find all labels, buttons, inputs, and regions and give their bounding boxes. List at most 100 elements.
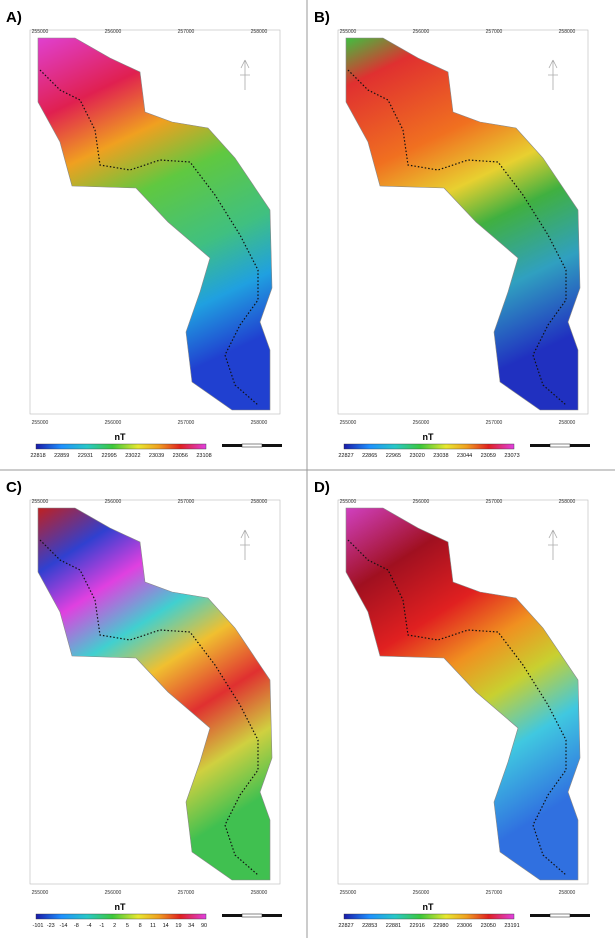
colorbar-unit: nT — [115, 432, 126, 442]
colorbar-label: 22853 — [362, 923, 377, 929]
x-coordinate-label: 257000 — [178, 499, 195, 505]
x-coordinate-label: 255000 — [340, 890, 357, 896]
colorbar-label: 34 — [188, 923, 194, 929]
colorbar-label: 23038 — [433, 453, 448, 459]
scale-bar — [222, 444, 282, 447]
scale-bar — [530, 444, 590, 447]
panel-label: C) — [6, 479, 22, 496]
x-coordinate-label: 258000 — [251, 890, 268, 896]
panel-label: D) — [314, 479, 330, 496]
north-arrow — [240, 60, 250, 90]
x-coordinate-label: 258000 — [251, 420, 268, 426]
colorbar-unit: nT — [423, 432, 434, 442]
colorbar — [36, 444, 206, 449]
colorbar-label: 22995 — [101, 453, 116, 459]
x-coordinate-label: 258000 — [559, 29, 576, 35]
colorbar-label: 23039 — [149, 453, 164, 459]
colorbar-label: 5 — [126, 923, 129, 929]
colorbar-label: 23044 — [457, 453, 472, 459]
colorbar-label: 22980 — [433, 923, 448, 929]
x-coordinate-label: 256000 — [105, 499, 122, 505]
north-arrow — [548, 530, 558, 560]
colorbar-label: 23191 — [504, 923, 519, 929]
x-coordinate-label: 255000 — [32, 890, 49, 896]
colorbar-label: 22916 — [409, 923, 424, 929]
colorbar-label: -1 — [99, 923, 104, 929]
x-coordinate-label: 258000 — [251, 499, 268, 505]
north-arrow — [240, 530, 250, 560]
scale-bar-segment — [570, 444, 590, 447]
anomaly-map — [38, 38, 272, 410]
x-coordinate-label: 255000 — [32, 29, 49, 35]
colorbar-label: 22865 — [362, 453, 377, 459]
colorbar-label: 23020 — [409, 453, 424, 459]
scale-bar-segment — [570, 914, 590, 917]
colorbar-unit: nT — [115, 902, 126, 912]
x-coordinate-label: 255000 — [32, 499, 49, 505]
colorbar-label: 23059 — [481, 453, 496, 459]
colorbar-label: 14 — [163, 923, 169, 929]
scale-bar-segment — [222, 444, 242, 447]
colorbar — [344, 914, 514, 919]
panel-label: B) — [314, 9, 330, 26]
x-coordinate-label: 257000 — [486, 29, 503, 35]
colorbar-unit: nT — [423, 902, 434, 912]
x-coordinate-label: 258000 — [559, 890, 576, 896]
colorbar-label: 22859 — [54, 453, 69, 459]
scale-bar-segment — [530, 444, 550, 447]
colorbar-label: 90 — [201, 923, 207, 929]
colorbar-label: 22827 — [338, 453, 353, 459]
scale-bar-segment — [530, 914, 550, 917]
x-coordinate-label: 256000 — [105, 890, 122, 896]
x-coordinate-label: 257000 — [486, 890, 503, 896]
colorbar-label: 19 — [175, 923, 181, 929]
colorbar-label: 22881 — [386, 923, 401, 929]
x-coordinate-label: 256000 — [413, 420, 430, 426]
scale-bar-segment — [242, 914, 262, 917]
anomaly-map — [346, 38, 580, 410]
colorbar-label: 23022 — [125, 453, 140, 459]
scale-bar-segment — [262, 914, 282, 917]
map-panel: C)25500025500025600025600025700025700025… — [6, 479, 282, 929]
scale-bar — [530, 914, 590, 917]
anomaly-map — [38, 508, 272, 880]
scale-bar-segment — [262, 444, 282, 447]
x-coordinate-label: 257000 — [486, 499, 503, 505]
x-coordinate-label: 255000 — [340, 420, 357, 426]
colorbar-label: 8 — [139, 923, 142, 929]
colorbar — [344, 444, 514, 449]
scale-bar-segment — [242, 444, 262, 447]
colorbar-label: 23050 — [481, 923, 496, 929]
x-coordinate-label: 255000 — [32, 420, 49, 426]
x-coordinate-label: 257000 — [178, 29, 195, 35]
colorbar-label: 23056 — [173, 453, 188, 459]
north-arrow — [548, 60, 558, 90]
x-coordinate-label: 258000 — [251, 29, 268, 35]
colorbar-label: -14 — [60, 923, 68, 929]
colorbar-label: -4 — [87, 923, 92, 929]
scale-bar-segment — [222, 914, 242, 917]
x-coordinate-label: 255000 — [340, 499, 357, 505]
map-panel: A)25500025500025600025600025700025700025… — [6, 9, 282, 459]
x-coordinate-label: 257000 — [178, 890, 195, 896]
colorbar — [36, 914, 206, 919]
colorbar-label: 23108 — [196, 453, 211, 459]
scale-bar — [222, 914, 282, 917]
x-coordinate-label: 258000 — [559, 499, 576, 505]
colorbar-label: -101 — [32, 923, 43, 929]
colorbar-label: 22931 — [78, 453, 93, 459]
colorbar-label: 22965 — [386, 453, 401, 459]
scale-bar-segment — [550, 444, 570, 447]
map-panel: D) 255000 255000 256000 256000 257000 257000 25… — [314, 479, 590, 929]
anomaly-map — [346, 508, 580, 880]
x-coordinate-label: 258000 — [559, 420, 576, 426]
x-coordinate-label: 256000 — [413, 890, 430, 896]
scale-bar-segment — [550, 914, 570, 917]
x-coordinate-label: 257000 — [178, 420, 195, 426]
figure: A)25500025500025600025600025700025700025… — [0, 0, 615, 938]
colorbar-label: 22827 — [338, 923, 353, 929]
x-coordinate-label: 256000 — [413, 499, 430, 505]
colorbar-label: 2 — [113, 923, 116, 929]
panel-label: A) — [6, 9, 22, 26]
colorbar-label: 22818 — [30, 453, 45, 459]
